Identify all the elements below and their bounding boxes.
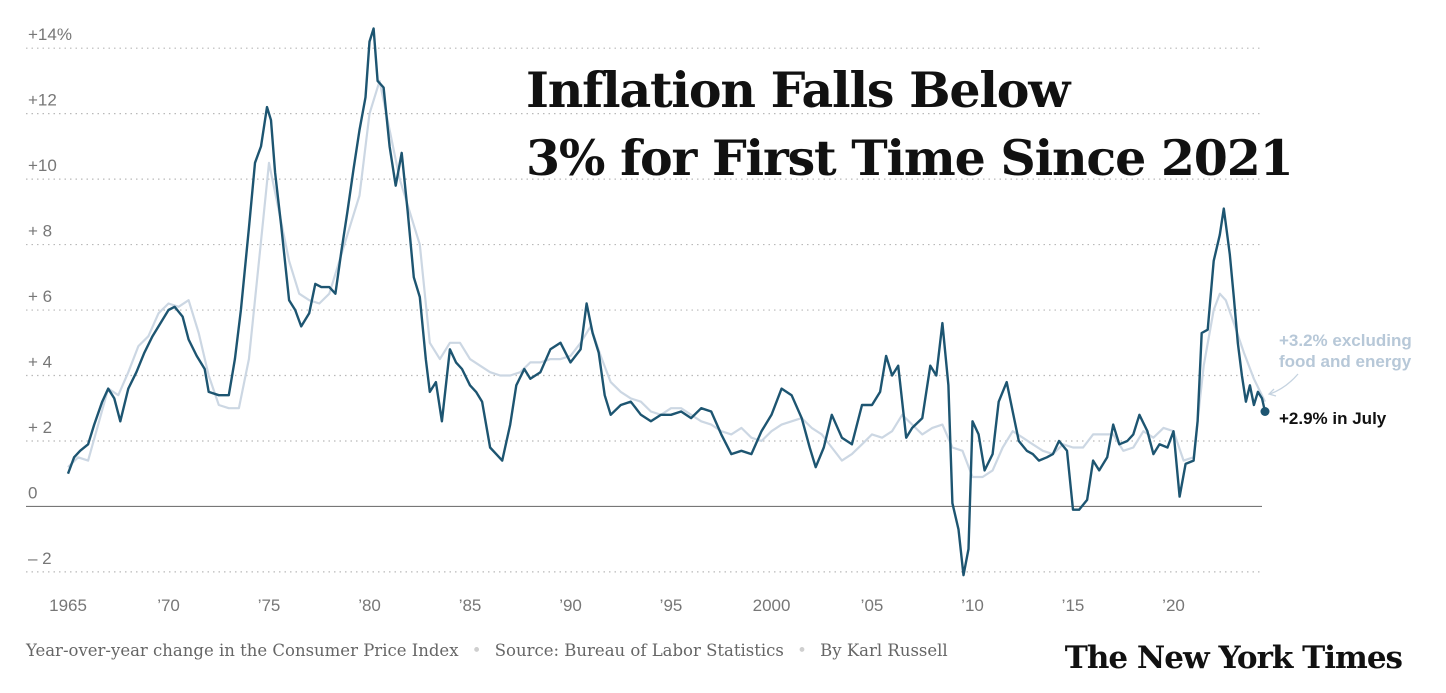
- annotation-core-line-1: +3.2% excluding: [1279, 331, 1412, 350]
- x-tick-label: ’05: [861, 596, 884, 615]
- chart-title-line-2: 3% for First Time Since 2021: [526, 129, 1292, 187]
- annotation-core-arrowhead: [1267, 388, 1277, 397]
- x-tick-label: ’90: [559, 596, 582, 615]
- annotation-all-items: +2.9% in July: [1279, 409, 1387, 428]
- annotation-core-cpi: +3.2% excluding food and energy: [1267, 331, 1412, 397]
- footer-separator: •: [471, 641, 482, 660]
- y-tick-label: + 2: [28, 418, 52, 437]
- x-tick-label: 1965: [49, 596, 87, 615]
- y-tick-label: +12: [28, 91, 57, 110]
- series-line-all-items-cpi: [66, 27, 1267, 577]
- series-line-core-cpi: [67, 79, 1266, 479]
- y-tick-label: +14%: [28, 25, 72, 44]
- y-gridlines: [26, 47, 1262, 573]
- x-tick-label: ’20: [1162, 596, 1185, 615]
- x-tick-label: ’70: [157, 596, 180, 615]
- x-tick-label: 2000: [753, 596, 791, 615]
- x-axis-ticks: 1965 ’70 ’75 ’80 ’85 ’90 ’95 2000 ’05 ’10 ’15 ’20: [49, 596, 1185, 615]
- y-tick-label: + 8: [28, 222, 52, 241]
- y-axis-ticks: +14% +12 +10 + 8 + 6 + 4 + 2 0 – 2: [28, 25, 72, 568]
- x-tick-label: ’95: [660, 596, 683, 615]
- y-tick-label: 0: [28, 483, 37, 502]
- y-tick-label: + 4: [28, 353, 52, 372]
- x-tick-label: ’75: [258, 596, 281, 615]
- y-tick-label: +10: [28, 156, 57, 175]
- x-tick-label: ’80: [358, 596, 381, 615]
- y-tick-label: + 6: [28, 287, 52, 306]
- chart-title-line-1: Inflation Falls Below: [526, 61, 1072, 119]
- x-tick-label: ’85: [459, 596, 482, 615]
- y-tick-label: – 2: [28, 549, 52, 568]
- annotation-core-line-2: food and energy: [1279, 352, 1412, 371]
- chart-footer: Year-over-year change in the Consumer Pr…: [26, 641, 948, 660]
- footer-separator: •: [797, 641, 807, 660]
- footer-byline: By Karl Russell: [820, 641, 948, 660]
- footer-description: Year-over-year change in the Consumer Pr…: [26, 641, 459, 660]
- footer-source: Source: Bureau of Labor Statistics: [494, 641, 784, 660]
- x-tick-label: ’10: [961, 596, 984, 615]
- x-tick-label: ’15: [1062, 596, 1085, 615]
- nyt-logo: The New York Times: [1064, 640, 1403, 676]
- all-items-endpoint-dot: [1260, 407, 1270, 416]
- annotation-core-arrow: [1269, 373, 1299, 395]
